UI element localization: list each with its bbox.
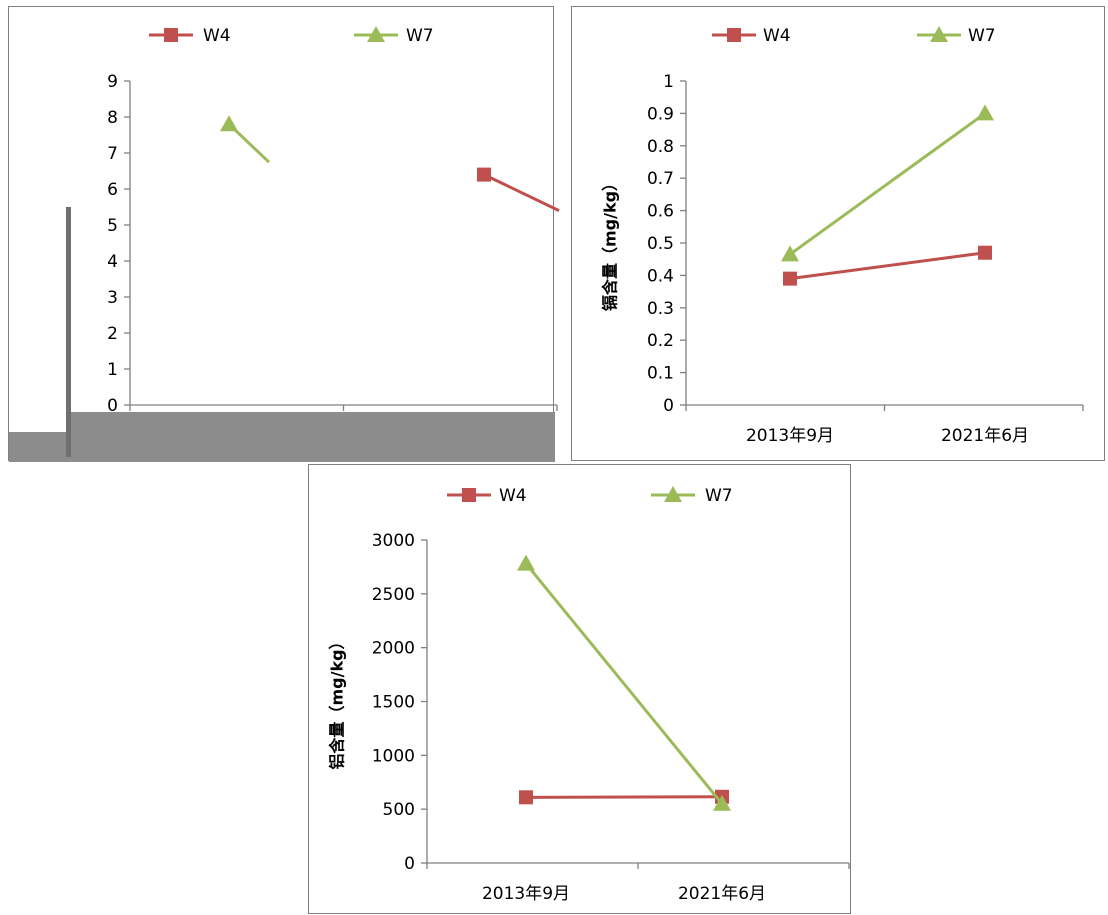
data-point-w7 [976, 104, 994, 121]
y-tick-label: 4 [107, 252, 118, 272]
x-tick-label: 2021年6月 [941, 426, 1029, 446]
legend-marker-w7 [930, 26, 948, 42]
y-tick-label: 0 [663, 396, 674, 416]
legend-label-w7: W7 [406, 26, 434, 46]
render-glitch [9, 432, 69, 462]
y-tick-label: 2500 [372, 585, 415, 605]
series-line-w4 [525, 795, 723, 799]
legend-marker-w7 [664, 486, 682, 502]
y-axis-title: 镉含量（mg/kg） [601, 175, 620, 311]
data-point-w7 [781, 245, 799, 262]
render-glitch [66, 412, 555, 462]
legend-marker-w4 [727, 28, 741, 42]
y-tick-label: 3 [107, 288, 118, 308]
series-line-w7 [524, 562, 724, 805]
data-point-w4 [783, 271, 797, 286]
chart-2-svg: 0 0.1 0.2 0.3 0.4 0.5 0.6 0.7 0.8 0.9 1 2013年9月 2021… [601, 26, 1084, 446]
y-tick-label: 5 [107, 216, 118, 236]
y-tick-label: 6 [107, 180, 118, 200]
y-tick-label: 0.3 [647, 299, 674, 319]
y-tick-label: 0.8 [647, 137, 674, 157]
y-tick-label: 1000 [372, 746, 415, 766]
y-tick-label: 7 [107, 144, 118, 164]
legend-marker-w4 [164, 28, 178, 42]
data-point-w4 [519, 790, 533, 805]
y-tick-label: 9 [107, 72, 118, 92]
legend-label-w7: W7 [705, 486, 733, 506]
legend-marker-w4 [462, 488, 476, 502]
chart-3-svg: 0 500 1000 1500 2000 2500 3000 2013年9月 2021年6月 铝含… [328, 486, 850, 904]
data-point-w4 [477, 167, 491, 182]
chart-1-svg: 01234567892013年9月2021年6月W4W7 [107, 26, 560, 446]
legend-label-w4: W4 [763, 26, 791, 46]
y-tick-label: 0.6 [647, 202, 674, 222]
x-tick-label: 2013年9月 [482, 884, 570, 904]
y-tick-label: 1500 [372, 693, 415, 713]
y-axis-title: 铝含量（mg/kg） [328, 633, 347, 769]
y-tick-label: 500 [383, 800, 415, 820]
y-tick-label: 2 [107, 324, 118, 344]
data-point-w4 [978, 245, 992, 260]
chart-panel-1: 01234567892013年9月2021年6月W4W7 [8, 6, 560, 462]
chart-panel-2: 0 0.1 0.2 0.3 0.4 0.5 0.6 0.7 0.8 0.9 1 2013年9月 2021… [571, 6, 1105, 461]
legend-label-w4: W4 [203, 26, 231, 46]
data-point-w7 [517, 554, 535, 571]
render-glitch [66, 207, 71, 457]
legend-label-w4: W4 [499, 486, 527, 506]
legend-label-w7: W7 [968, 26, 996, 46]
y-tick-label: 0 [404, 854, 415, 874]
y-tick-label: 1 [107, 360, 118, 380]
series-line-w7 [789, 112, 986, 256]
y-tick-label: 0.5 [647, 234, 674, 254]
y-tick-label: 0.2 [647, 331, 674, 351]
x-tick-label: 2021年6月 [678, 884, 766, 904]
y-tick-label: 8 [107, 108, 118, 128]
data-point-w7 [220, 115, 238, 132]
chart-panel-3: 0 500 1000 1500 2000 2500 3000 2013年9月 2021年6月 铝含… [308, 464, 851, 914]
data-point-w7 [713, 794, 731, 811]
legend-marker-w7 [367, 26, 385, 42]
y-tick-label: 1 [663, 72, 674, 92]
y-tick-label: 0.7 [647, 169, 674, 189]
y-tick-label: 0.1 [647, 364, 674, 384]
y-tick-label: 3000 [372, 531, 415, 551]
x-tick-label: 2013年9月 [746, 426, 834, 446]
y-tick-label: 0.9 [647, 104, 674, 124]
y-tick-label: 2000 [372, 639, 415, 659]
series-line-w4 [483, 173, 560, 212]
series-line-w4 [789, 251, 986, 281]
y-tick-label: 0 [107, 396, 118, 416]
y-tick-label: 0.4 [647, 266, 674, 286]
